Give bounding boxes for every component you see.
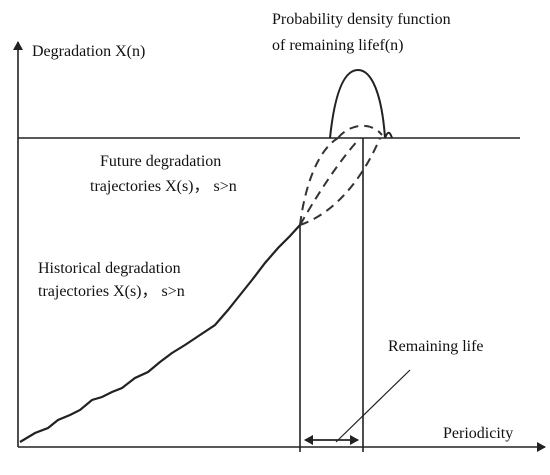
future-trajectory <box>337 124 383 139</box>
historical-trajectory <box>19 224 301 443</box>
pdf-label: of remaining lifef(n) <box>272 37 404 54</box>
future-label: Future degradation <box>100 153 221 170</box>
historical-label: Historical degradation <box>38 260 181 277</box>
future-trajectory <box>299 137 361 226</box>
historical-label: trajectories X(s)， s>n <box>38 283 185 300</box>
future-trajectory <box>299 137 381 226</box>
pdf-curve <box>329 68 393 139</box>
future-label: trajectories X(s)， s>n <box>90 178 237 195</box>
y-axis-label: Degradation X(n) <box>32 43 145 60</box>
pointer-line <box>335 369 411 443</box>
x-axis-label: Periodicity <box>443 425 513 442</box>
pdf-label: Probability density function <box>272 11 451 28</box>
remaining-life-label: Remaining life <box>388 338 484 355</box>
future-trajectory <box>299 137 339 226</box>
